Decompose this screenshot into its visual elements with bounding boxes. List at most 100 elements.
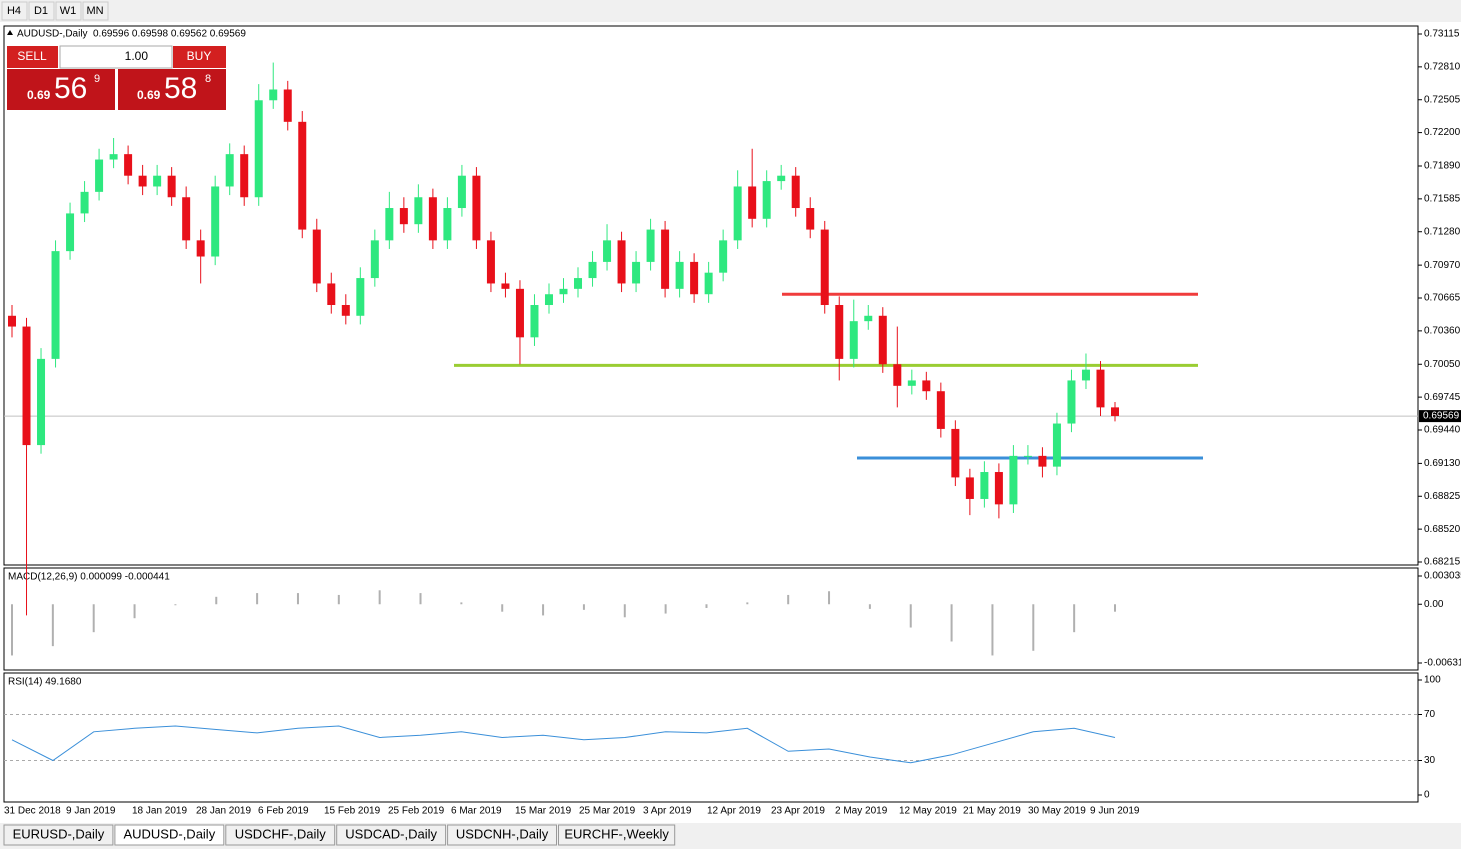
- macd-bar: [705, 604, 708, 608]
- rsi-label: 0: [1424, 790, 1430, 801]
- candle-body: [980, 472, 989, 499]
- date-label: 28 Jan 2019: [196, 806, 251, 817]
- symbol-tab-label: USDCNH-,Daily: [456, 826, 549, 841]
- candle-body: [733, 186, 742, 241]
- current-price-box: [1419, 410, 1461, 423]
- symbol-tab[interactable]: [447, 824, 558, 846]
- symbol-tab[interactable]: [558, 824, 676, 846]
- candle-body: [225, 154, 234, 187]
- timeframe-button[interactable]: [55, 1, 82, 21]
- rsi-line: [11, 725, 1116, 764]
- macd-bar: [828, 591, 831, 605]
- header-quote: 0.69596 0.69598 0.69562 0.69569: [93, 29, 246, 40]
- symbol-tab-label: USDCHF-,Daily: [235, 826, 327, 841]
- candle-body: [632, 261, 641, 284]
- lot-input[interactable]: [59, 45, 173, 69]
- price-label: 0.71585: [1424, 194, 1461, 205]
- sell-label: SELL: [17, 49, 47, 63]
- date-label: 31 Dec 2018: [4, 806, 61, 817]
- symbol-tab[interactable]: [336, 824, 447, 846]
- symbol-tab-label: EURUSD-,Daily: [13, 826, 105, 841]
- candle-body: [22, 326, 31, 446]
- ask-box[interactable]: [118, 69, 226, 110]
- buy-button[interactable]: [173, 46, 226, 68]
- macd-title: MACD(12,26,9) 0.000099 -0.000441: [8, 572, 170, 583]
- timeframe-label: W1: [60, 5, 77, 17]
- candle-body: [66, 213, 75, 252]
- macd-bar: [950, 604, 953, 642]
- candle-body: [690, 261, 699, 295]
- price-label: 0.70050: [1424, 359, 1461, 370]
- date-label: 9 Jan 2019: [66, 806, 116, 817]
- collapse-icon: [7, 30, 13, 35]
- macd-panel: [3, 567, 1419, 671]
- date-label: 25 Feb 2019: [388, 806, 445, 817]
- date-label: 25 Mar 2019: [579, 806, 636, 817]
- macd-label: 0.00: [1424, 599, 1444, 610]
- rsi-label: 70: [1424, 709, 1436, 720]
- price-label: 0.72810: [1424, 62, 1461, 73]
- timeframe-label: MN: [86, 5, 103, 17]
- candle-body: [617, 240, 626, 284]
- macd-bar: [1114, 604, 1116, 612]
- timeframe-button[interactable]: [1, 1, 28, 21]
- price-label: 0.70360: [1424, 326, 1461, 337]
- macd-bar: [133, 604, 136, 619]
- macd-bar: [256, 593, 259, 605]
- ask-big: 58: [164, 72, 197, 105]
- candle-body: [574, 278, 583, 289]
- date-label: 12 Apr 2019: [707, 806, 761, 817]
- candle-body: [341, 305, 350, 316]
- candle-body: [298, 121, 307, 230]
- candle-body: [472, 175, 481, 241]
- timeframe-button[interactable]: [28, 1, 55, 21]
- bid-big: 56: [54, 72, 87, 105]
- price-label: 0.69745: [1424, 392, 1461, 403]
- candle-body: [196, 240, 205, 257]
- bid-box[interactable]: [7, 69, 115, 110]
- date-label: 2 May 2019: [835, 806, 888, 817]
- candle-body: [428, 197, 437, 241]
- candle-body: [1052, 423, 1061, 467]
- macd-bar: [868, 604, 871, 609]
- candle-body: [936, 391, 945, 429]
- toolbar: [0, 0, 1461, 22]
- sell-button[interactable]: [7, 46, 58, 68]
- candle-body: [762, 181, 771, 219]
- candle-body: [269, 89, 278, 101]
- macd-bar: [11, 604, 13, 656]
- candle-body: [893, 364, 902, 386]
- candle-body: [1067, 380, 1076, 424]
- candle-body: [443, 208, 452, 241]
- candle-body: [80, 191, 89, 214]
- rsi-label: 30: [1424, 755, 1436, 766]
- timeframe-button[interactable]: [82, 1, 109, 21]
- candle-body: [211, 186, 220, 257]
- symbol-tab-label: EURCHF-,Weekly: [564, 826, 669, 841]
- candle-body: [182, 197, 191, 241]
- date-label: 15 Mar 2019: [515, 806, 572, 817]
- macd-bar: [787, 594, 790, 605]
- candle-body: [37, 358, 46, 446]
- macd-bar: [92, 604, 95, 633]
- header-symbol: AUDUSD-,Daily: [17, 29, 88, 40]
- candle-body: [544, 294, 553, 306]
- symbol-tab[interactable]: [225, 824, 336, 846]
- candle-body: [1038, 455, 1047, 467]
- candle-body: [530, 305, 539, 338]
- symbol-tab[interactable]: [3, 824, 114, 846]
- macd-bar: [1032, 604, 1035, 651]
- macd-bar: [991, 604, 994, 656]
- candle-body: [704, 272, 713, 295]
- rsi-title: RSI(14) 49.1680: [8, 677, 82, 688]
- symbol-tab[interactable]: [114, 824, 225, 846]
- date-label: 9 Jun 2019: [1090, 806, 1140, 817]
- candle-body: [1023, 455, 1032, 457]
- candle-body: [777, 175, 786, 182]
- candle-body: [95, 159, 104, 192]
- price-label: 0.73115: [1424, 29, 1460, 40]
- lot-value: 1.00: [125, 49, 149, 63]
- candle-body: [486, 240, 495, 284]
